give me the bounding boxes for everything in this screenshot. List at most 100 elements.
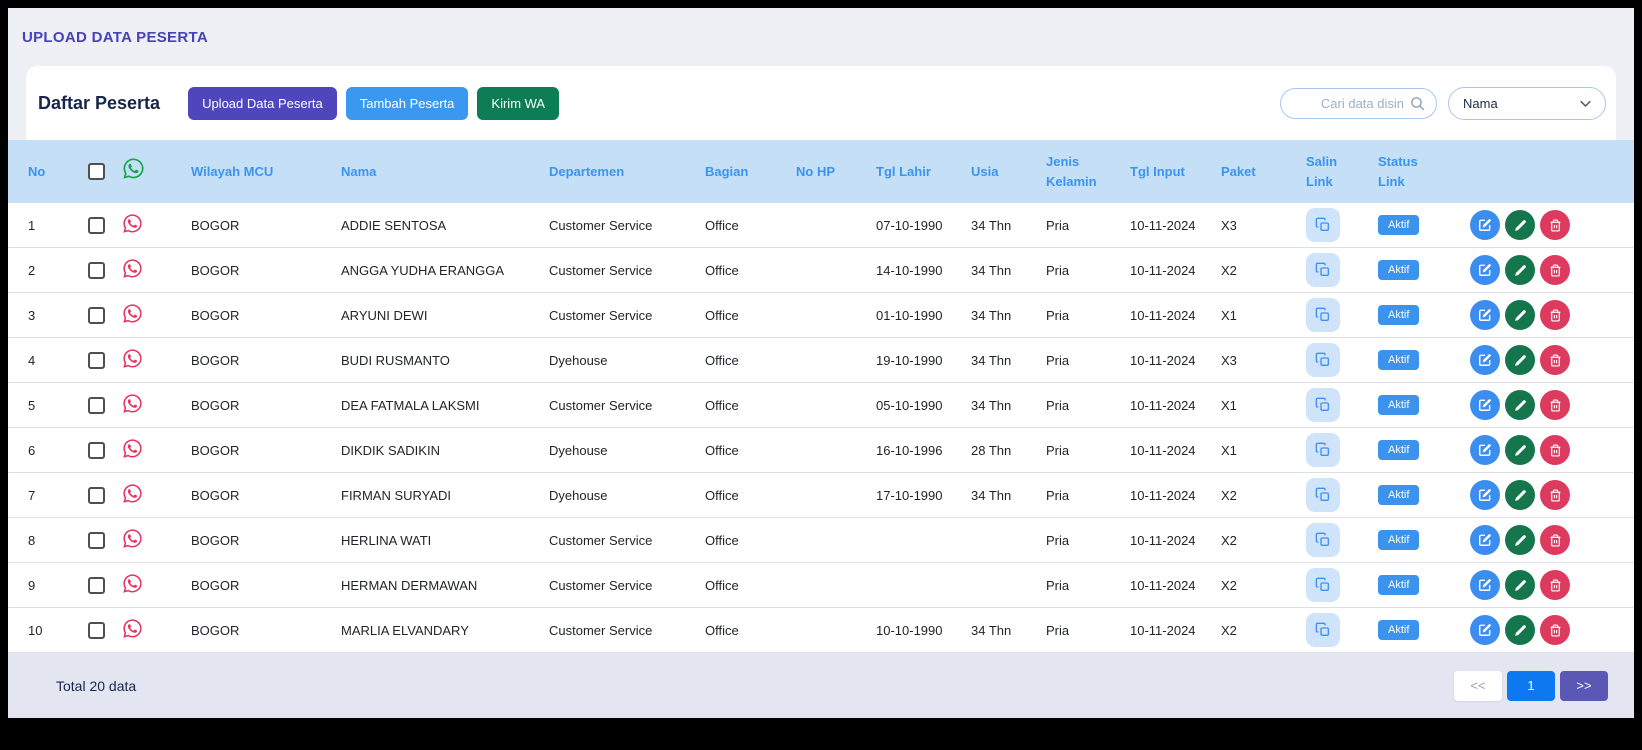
whatsapp-icon[interactable] [122, 393, 143, 414]
cell-tgl-input: 10-11-2024 [1130, 262, 1196, 278]
copy-link-button[interactable] [1306, 253, 1340, 287]
pencil-button[interactable] [1505, 345, 1535, 375]
cell-actions [1450, 525, 1634, 555]
whatsapp-icon[interactable] [122, 573, 143, 594]
copy-link-button[interactable] [1306, 298, 1340, 332]
whatsapp-icon[interactable] [122, 348, 143, 369]
cell-no: 2 [28, 262, 36, 278]
select-all-checkbox[interactable] [87, 163, 105, 180]
edit-button[interactable] [1470, 435, 1500, 465]
edit-button[interactable] [1470, 525, 1500, 555]
cell-wilayah: BOGOR [191, 487, 240, 503]
pencil-button[interactable] [1505, 525, 1535, 555]
cell-actions [1450, 615, 1634, 645]
table-row: 8 BOGOR HERLINA WATI Customer Service Of… [8, 518, 1634, 563]
cell-status-link: Aktif [1372, 395, 1450, 415]
whatsapp-icon[interactable] [122, 438, 143, 459]
page-title: UPLOAD DATA PESERTA [22, 28, 208, 46]
add-participant-button[interactable]: Tambah Peserta [345, 86, 469, 120]
cell-departemen: Dyehouse [549, 487, 608, 503]
cell-status-link: Aktif [1372, 620, 1450, 640]
edit-button[interactable] [1470, 255, 1500, 285]
whatsapp-icon[interactable] [122, 258, 143, 279]
edit-button[interactable] [1470, 300, 1500, 330]
pencil-button[interactable] [1505, 480, 1535, 510]
cell-tgl-lahir: 17-10-1990 [876, 487, 943, 503]
edit-button[interactable] [1470, 210, 1500, 240]
header-usia: Usia [971, 163, 999, 179]
row-checkbox[interactable] [87, 441, 105, 459]
whatsapp-icon[interactable] [122, 303, 143, 324]
edit-button[interactable] [1470, 345, 1500, 375]
status-badge: Aktif [1378, 575, 1420, 595]
status-badge: Aktif [1378, 530, 1420, 550]
row-checkbox[interactable] [87, 351, 105, 369]
cell-tgl-lahir: 16-10-1996 [876, 442, 943, 458]
cell-actions [1450, 480, 1634, 510]
cell-select [78, 261, 114, 279]
whatsapp-icon[interactable] [122, 618, 143, 639]
cell-nama: ARYUNI DEWI [341, 307, 428, 323]
cell-tgl-lahir: 07-10-1990 [876, 217, 943, 233]
copy-link-button[interactable] [1306, 208, 1340, 242]
copy-link-button[interactable] [1306, 523, 1340, 557]
pencil-button[interactable] [1505, 210, 1535, 240]
row-checkbox[interactable] [87, 216, 105, 234]
delete-button[interactable] [1540, 210, 1570, 240]
pagination-next-button[interactable]: >> [1560, 670, 1608, 701]
filter-select[interactable]: Nama [1448, 86, 1606, 120]
row-checkbox[interactable] [87, 396, 105, 414]
edit-button[interactable] [1470, 480, 1500, 510]
cell-no: 8 [28, 532, 36, 548]
delete-button[interactable] [1540, 300, 1570, 330]
copy-link-button[interactable] [1306, 568, 1340, 602]
delete-button[interactable] [1540, 435, 1570, 465]
send-wa-button[interactable]: Kirim WA [477, 86, 560, 120]
pencil-button[interactable] [1505, 390, 1535, 420]
pencil-button[interactable] [1505, 435, 1535, 465]
row-checkbox[interactable] [87, 531, 105, 549]
cell-nama: DEA FATMALA LAKSMI [341, 397, 480, 413]
edit-button[interactable] [1470, 570, 1500, 600]
pencil-button[interactable] [1505, 255, 1535, 285]
pencil-button[interactable] [1505, 300, 1535, 330]
row-checkbox[interactable] [87, 486, 105, 504]
row-checkbox[interactable] [87, 306, 105, 324]
edit-button[interactable] [1470, 390, 1500, 420]
cell-jenis-kelamin: Pria [1046, 532, 1070, 548]
cell-salin-link [1292, 478, 1372, 512]
whatsapp-icon[interactable] [122, 528, 143, 549]
row-checkbox[interactable] [87, 576, 105, 594]
pagination-page-1[interactable]: 1 [1507, 670, 1555, 701]
delete-button[interactable] [1540, 255, 1570, 285]
delete-button[interactable] [1540, 345, 1570, 375]
delete-button[interactable] [1540, 615, 1570, 645]
copy-link-button[interactable] [1306, 478, 1340, 512]
copy-link-button[interactable] [1306, 433, 1340, 467]
copy-link-button[interactable] [1306, 388, 1340, 422]
edit-button[interactable] [1470, 615, 1500, 645]
delete-button[interactable] [1540, 570, 1570, 600]
row-checkbox[interactable] [87, 621, 105, 639]
whatsapp-icon[interactable] [122, 483, 143, 504]
cell-usia: 34 Thn [971, 307, 1012, 323]
pencil-button[interactable] [1505, 570, 1535, 600]
copy-link-button[interactable] [1306, 343, 1340, 377]
row-checkbox[interactable] [87, 261, 105, 279]
cell-salin-link [1292, 253, 1372, 287]
cell-no: 3 [28, 307, 36, 323]
pagination-prev-button[interactable]: << [1454, 670, 1502, 701]
upload-data-button[interactable]: Upload Data Peserta [188, 86, 337, 120]
whatsapp-icon[interactable] [122, 213, 143, 234]
search-input[interactable] [1289, 95, 1404, 111]
cell-bagian: Office [705, 397, 739, 413]
delete-button[interactable] [1540, 525, 1570, 555]
copy-link-button[interactable] [1306, 613, 1340, 647]
pencil-button[interactable] [1505, 615, 1535, 645]
cell-wilayah: BOGOR [191, 577, 240, 593]
cell-select [78, 216, 114, 234]
delete-button[interactable] [1540, 480, 1570, 510]
delete-button[interactable] [1540, 390, 1570, 420]
table-row: 3 BOGOR ARYUNI DEWI Customer Service Off… [8, 293, 1634, 338]
cell-nama: DIKDIK SADIKIN [341, 442, 440, 458]
